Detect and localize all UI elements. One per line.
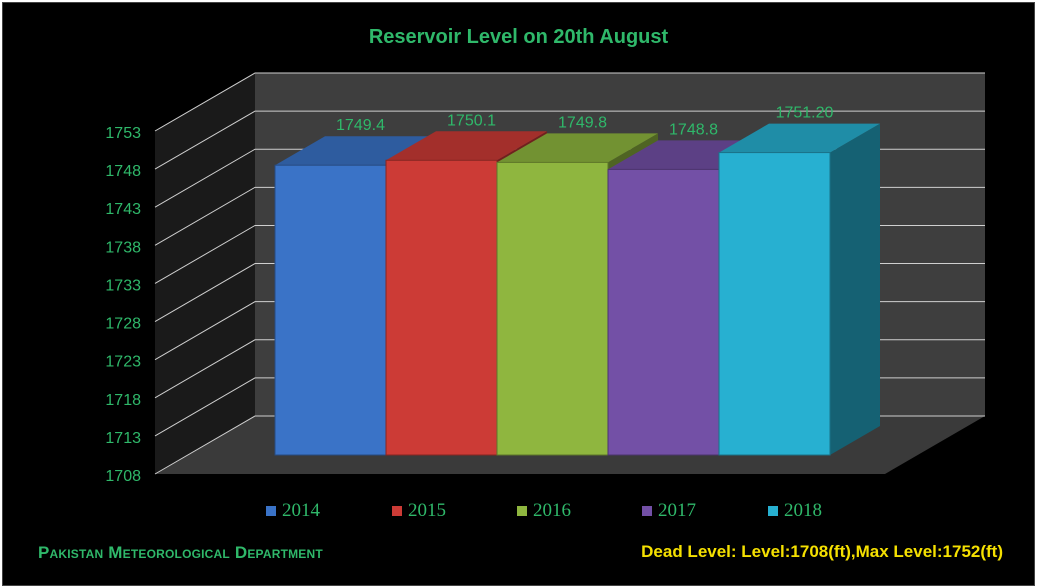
chart-title: Reservoir Level on 20th August [368,26,669,48]
y-tick-label: 1748 [105,163,141,180]
y-tick-label: 1708 [105,468,141,485]
levels-note: Dead Level: Level:1708(ft),Max Level:175… [641,542,1003,561]
bar-2016 [496,161,609,456]
legend-swatch [768,506,778,516]
organization-name: Pakistan Meteorological Department [38,543,323,562]
data-label: 1751.20 [776,105,834,122]
data-label: 1750.1 [447,112,496,129]
legend-label: 2014 [282,500,320,521]
bar-side-2018 [830,123,880,455]
bar-2014 [274,164,387,456]
bar-top-2015 [386,131,547,161]
bar-2018 [718,152,831,456]
legend-label: 2016 [533,500,571,521]
legend-item-2016: 2016 [517,500,571,522]
bar-top-2018 [719,123,880,153]
y-tick-label: 1713 [105,430,141,447]
y-tick-label: 1718 [105,392,141,409]
y-tick-label: 1738 [105,239,141,256]
legend-swatch [266,506,276,516]
y-tick-label: 1743 [105,201,141,218]
legend-swatch [642,506,652,516]
data-label: 1749.4 [336,117,385,134]
bar-top-2016 [497,133,658,163]
data-label: 1749.8 [558,114,607,131]
side-wall [155,73,255,474]
legend-swatch [517,506,527,516]
gridline [154,72,985,132]
y-tick-label: 1733 [105,277,141,294]
bar-2015 [385,159,498,456]
data-label: 1748.8 [669,121,718,138]
legend-label: 2015 [408,500,446,521]
legend-label: 2017 [658,500,696,521]
gridline [154,110,985,170]
legend-label: 2018 [784,500,822,521]
y-tick-label: 1753 [105,125,141,142]
legend-item-2017: 2017 [642,500,696,522]
y-tick-label: 1728 [105,316,141,333]
y-tick-label: 1723 [105,354,141,371]
legend-item-2015: 2015 [392,500,446,522]
legend-swatch [392,506,402,516]
legend-item-2018: 2018 [768,500,822,522]
chart-legend: 2014 2015 2016 2017 2018 [0,500,1037,524]
legend-item-2014: 2014 [266,500,320,522]
bar-2017 [607,168,720,456]
